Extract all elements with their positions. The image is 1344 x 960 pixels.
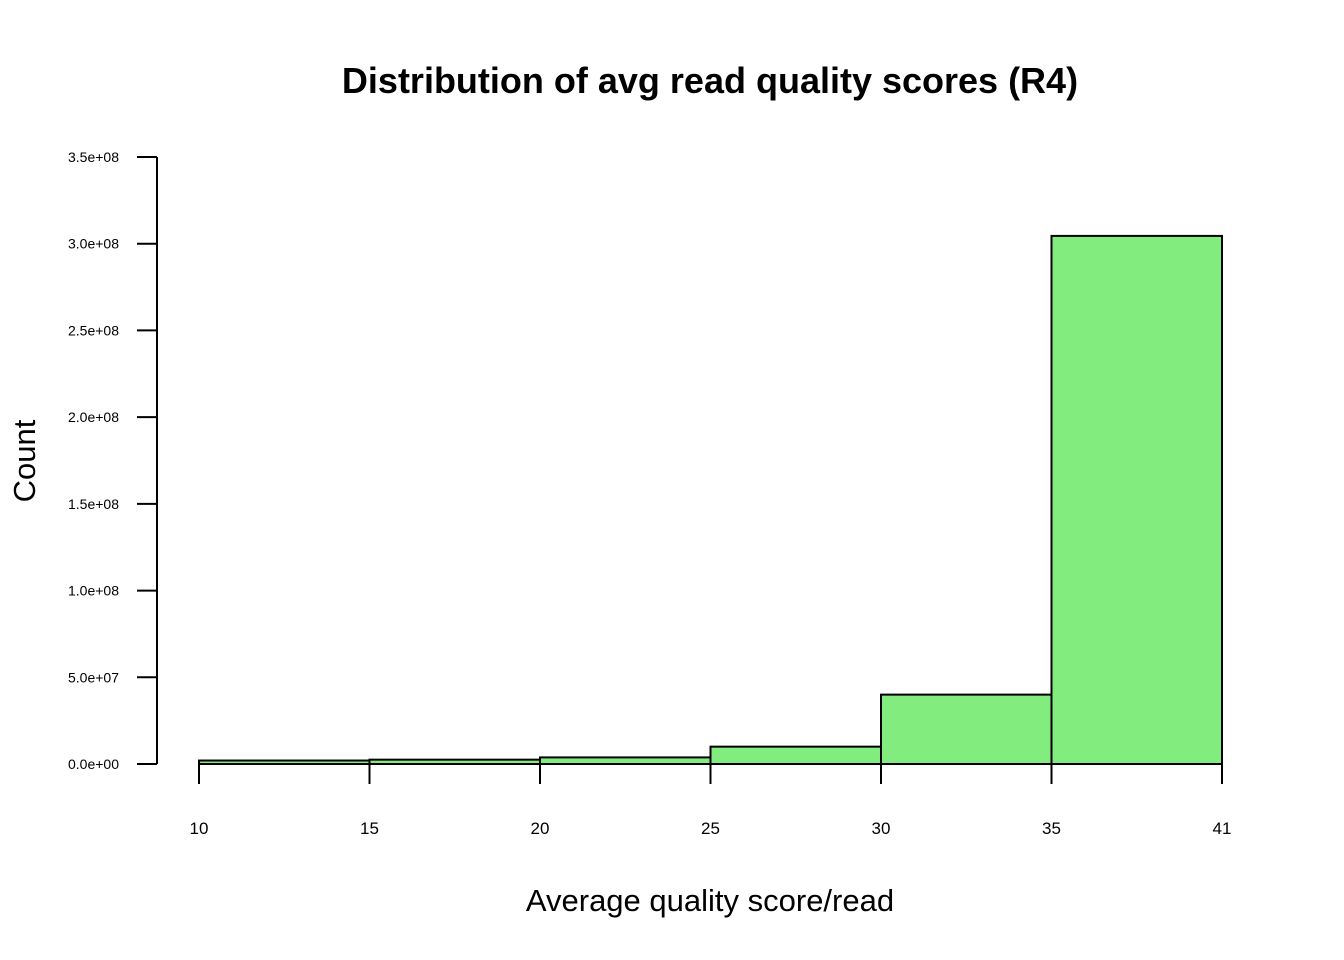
- x-tick-label: 20: [531, 819, 550, 838]
- histogram-bar: [1050, 234, 1223, 766]
- y-tick-label: 0.0e+00: [68, 756, 119, 772]
- y-axis: 0.0e+00 5.0e+07 1.0e+08 1.5e+08 2.0e+08 2.5e+…: [68, 149, 158, 772]
- y-axis-title: Count: [7, 419, 42, 502]
- histogram-bar: [880, 693, 1053, 766]
- y-tick-label: 2.0e+08: [68, 409, 119, 425]
- y-tick-label: 5.0e+07: [68, 669, 119, 685]
- y-tick-label: 2.5e+08: [68, 322, 119, 338]
- chart-title: Distribution of avg read quality scores …: [342, 60, 1078, 101]
- y-tick-label: 1.0e+08: [68, 583, 119, 599]
- x-axis-title: Average quality score/read: [526, 883, 894, 918]
- histogram-bar: [709, 745, 882, 766]
- y-tick-label: 1.5e+08: [68, 496, 119, 512]
- x-axis: 10 15 20 25 30 35 41: [190, 763, 1232, 838]
- y-tick-label: 3.5e+08: [68, 149, 119, 165]
- x-tick-label: 15: [360, 819, 379, 838]
- x-tick-label: 30: [872, 819, 891, 838]
- bars-group: [198, 234, 1223, 766]
- x-tick-label: 10: [190, 819, 209, 838]
- x-tick-label: 41: [1213, 819, 1232, 838]
- x-tick-label: 35: [1042, 819, 1061, 838]
- y-tick-label: 3.0e+08: [68, 236, 119, 252]
- x-tick-label: 25: [701, 819, 720, 838]
